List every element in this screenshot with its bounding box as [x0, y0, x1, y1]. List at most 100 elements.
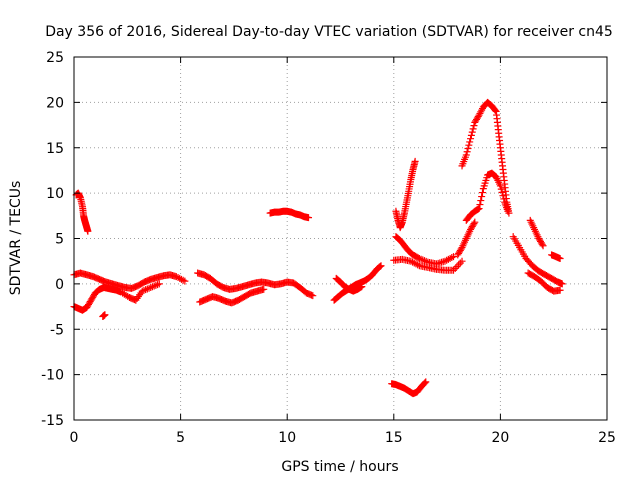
series-sat-i-evening-band: [332, 274, 366, 295]
y-tick-label: -5: [50, 322, 64, 338]
data-point: [470, 122, 478, 130]
data-point: [142, 286, 150, 294]
y-tick-label: -15: [41, 413, 64, 429]
data-point: [148, 283, 156, 291]
x-tick-label: 15: [385, 430, 403, 446]
series-sat-t-late-short: [548, 251, 564, 262]
data-points-layer: [70, 98, 566, 398]
data-point: [448, 254, 456, 262]
data-point: [181, 277, 189, 285]
x-tick-label: 10: [278, 430, 296, 446]
data-point: [145, 284, 153, 292]
series-sat-q-decay: [509, 233, 566, 288]
data-point: [468, 128, 476, 136]
data-point: [411, 157, 419, 165]
data-point: [101, 311, 109, 319]
data-point: [470, 220, 478, 228]
x-tick-label: 20: [491, 430, 509, 446]
data-point: [417, 255, 425, 263]
series-sat-n-peak: [458, 98, 513, 217]
data-point: [421, 379, 429, 387]
data-point: [154, 281, 162, 289]
data-point: [147, 284, 155, 292]
data-point: [449, 253, 457, 261]
data-point: [143, 285, 151, 293]
data-point: [477, 197, 485, 205]
grid-layer: [74, 57, 607, 420]
series-sat-b-early-baseline: [70, 269, 189, 292]
data-point: [491, 106, 499, 114]
data-point: [309, 292, 317, 300]
data-point: [476, 109, 484, 117]
data-point: [463, 148, 471, 156]
data-point: [375, 263, 383, 271]
data-point: [504, 207, 512, 215]
series-sat-a-early-drop: [72, 189, 92, 235]
y-tick-label: -10: [41, 368, 64, 384]
y-tick-label: 0: [55, 277, 64, 293]
data-point: [467, 131, 475, 139]
series-sat-r-late-high: [526, 216, 547, 250]
series-sat-j-negative-dip: [388, 378, 430, 398]
data-point: [475, 111, 483, 119]
data-point: [422, 378, 430, 386]
data-point: [414, 261, 422, 269]
data-point: [476, 201, 484, 209]
data-point: [467, 135, 475, 143]
data-point: [358, 283, 366, 291]
y-tick-label: 10: [46, 186, 64, 202]
data-point: [538, 240, 546, 248]
data-point: [475, 205, 483, 213]
data-point: [478, 193, 486, 201]
data-point: [500, 195, 508, 203]
series-sat-l-post-dip: [392, 233, 457, 268]
data-point: [260, 285, 268, 293]
data-point: [84, 227, 92, 235]
data-point: [556, 286, 564, 294]
data-point: [496, 182, 504, 190]
data-point: [421, 257, 429, 265]
series-sat-g-eight-tecu: [266, 207, 313, 222]
data-point: [377, 262, 385, 270]
series-sat-o-secondary-peak: [462, 169, 512, 224]
data-point: [458, 257, 466, 265]
x-tick-label: 25: [598, 430, 616, 446]
data-point: [138, 287, 146, 295]
data-point: [152, 281, 160, 289]
data-point: [419, 256, 427, 264]
series-sat-d-isolated: [99, 311, 109, 321]
series-sat-k-fast-rise: [392, 157, 419, 232]
axes-layer: 0 5 10 15 20 25 -15 -10 -5 0 5 10 15 20 25: [41, 50, 616, 446]
series-sat-m-flat-band: [390, 255, 466, 274]
data-point: [179, 276, 187, 284]
y-axis-label: SDTVAR / TECUs: [8, 181, 24, 296]
data-point: [499, 192, 507, 200]
x-tick-label: 5: [176, 430, 185, 446]
data-point: [464, 144, 472, 152]
x-axis-label: GPS time / hours: [281, 459, 398, 475]
data-point: [414, 254, 422, 262]
data-point: [498, 188, 506, 196]
y-tick-label: 5: [55, 232, 64, 248]
data-point: [474, 113, 482, 121]
series-sat-s-late-low: [524, 269, 564, 295]
data-point: [478, 106, 486, 114]
data-point: [155, 280, 163, 288]
data-point: [539, 242, 547, 250]
data-point: [469, 125, 477, 133]
y-tick-label: 20: [46, 95, 64, 111]
y-tick-label: 15: [46, 141, 64, 157]
series-sat-f-midday-lower: [196, 285, 268, 307]
series-sat-p-early-rise: [454, 218, 479, 259]
data-point: [478, 189, 486, 197]
series-sat-e-midday-upper: [194, 269, 317, 300]
data-point: [415, 254, 423, 262]
data-point: [477, 108, 485, 116]
series-sat-c-early-negative: [70, 280, 163, 314]
data-point: [140, 286, 148, 294]
y-tick-label: 25: [46, 50, 64, 66]
data-point: [462, 151, 470, 159]
data-point: [305, 214, 313, 222]
